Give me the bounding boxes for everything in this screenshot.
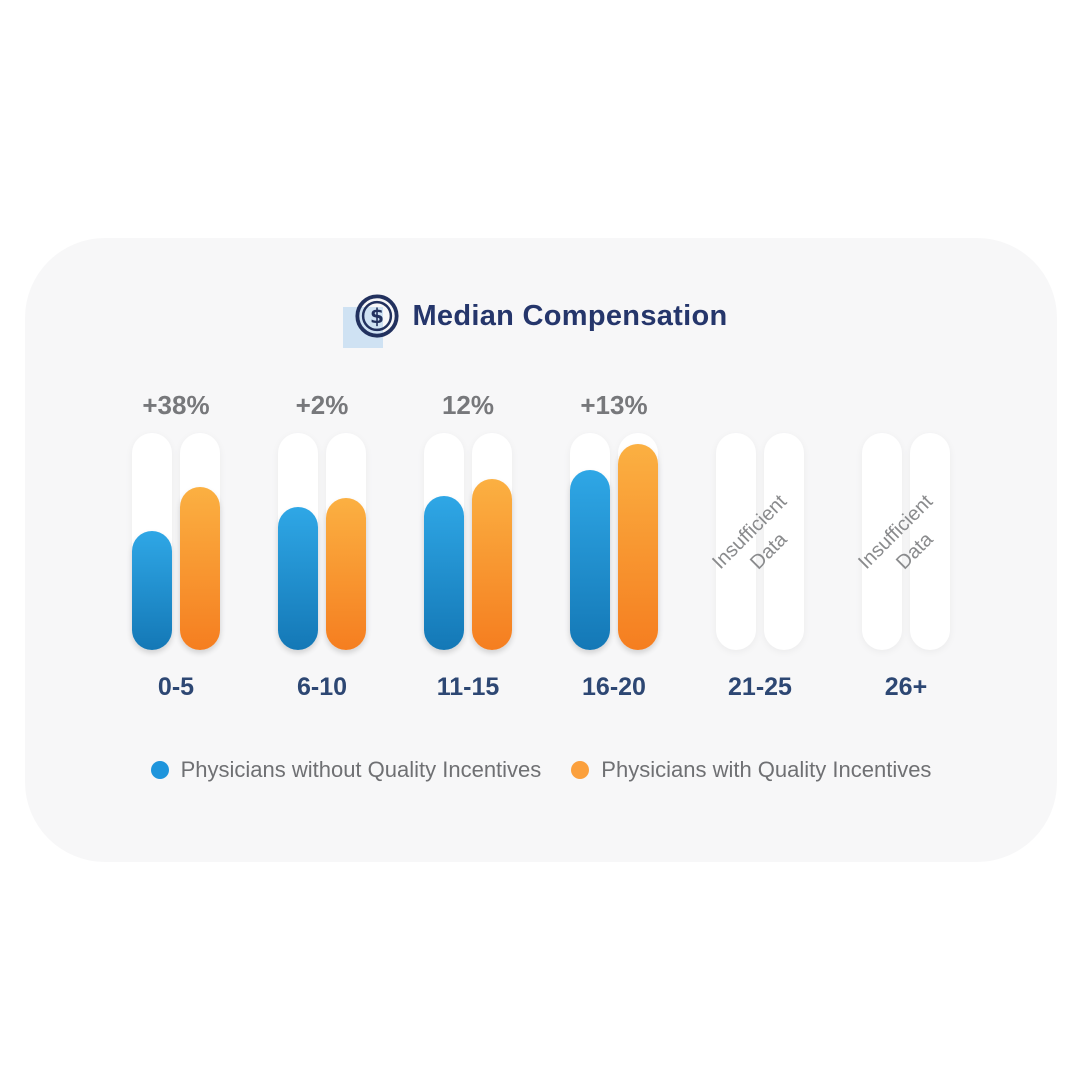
legend-label-without-incentives: Physicians without Quality Incentives: [180, 757, 542, 782]
bar-pair: [278, 433, 366, 650]
bar-group-11-15: 12% 11-15: [421, 390, 515, 702]
bar-fill-orange: [618, 443, 658, 650]
bar-fill-blue: [424, 495, 464, 650]
bar-pair: Insufficient Data: [709, 433, 804, 650]
svg-text:$: $: [370, 304, 384, 328]
category-label: 16-20: [582, 673, 646, 701]
bar-track-orange: [618, 433, 658, 650]
bar-track-blue: [424, 433, 464, 650]
bar-fill-orange: [472, 478, 512, 650]
bar-track-orange: [472, 433, 512, 650]
bar-fill-orange: [180, 487, 220, 650]
bar-track-orange: [764, 433, 804, 650]
chart-card: $ Median Compensation +38% 0-5 +2% 6-10 12% 1…: [25, 238, 1057, 862]
bar-track-blue: [278, 433, 318, 650]
bar-fill-orange: [326, 498, 366, 650]
bar-group-16-20: +13% 16-20: [567, 390, 661, 702]
delta-label: +2%: [295, 390, 349, 420]
delta-label: 12%: [441, 390, 495, 420]
legend-label-with-incentives: Physicians with Quality Incentives: [601, 757, 932, 782]
bar-track-orange: [326, 433, 366, 650]
bar-group-21-25: Insufficient Data 21-25: [709, 390, 807, 702]
chart-title: Median Compensation: [412, 299, 728, 332]
bar-track-orange: [180, 433, 220, 650]
category-label: 0-5: [157, 673, 195, 701]
legend-item-without-incentives: Physicians without Quality Incentives: [150, 757, 542, 783]
category-label: 21-25: [728, 673, 792, 701]
legend-dot-orange: [571, 761, 590, 779]
bar-pair: [424, 433, 512, 650]
bar-track-blue: [862, 433, 902, 650]
bar-pair: Insufficient Data: [855, 433, 950, 650]
bar-pair: [132, 433, 220, 650]
legend-item-with-incentives: Physicians with Quality Incentives: [571, 757, 931, 783]
bar-fill-blue: [132, 530, 172, 650]
bar-fill-blue: [570, 469, 610, 650]
bar-track-blue: [570, 433, 610, 650]
category-label: 6-10: [296, 673, 348, 701]
dollar-coin-glyph: $: [355, 294, 400, 338]
bar-pair: [570, 433, 658, 650]
legend-dot-blue: [150, 761, 169, 779]
bar-fill-blue: [278, 506, 318, 650]
bar-track-blue: [716, 433, 756, 650]
bar-track-orange: [910, 433, 950, 650]
delta-label: +38%: [142, 390, 210, 420]
category-label: 26+: [884, 673, 928, 701]
bar-groups: +38% 0-5 +2% 6-10 12% 11-15 +13% 16-20 Insuffici…: [129, 390, 953, 702]
bar-group-6-10: +2% 6-10: [275, 390, 369, 702]
bar-group-26+: Insufficient Data 26+: [855, 390, 953, 702]
legend: Physicians without Quality Incentives Ph…: [25, 757, 1057, 783]
dollar-coin-icon: $: [343, 293, 400, 348]
title-row: $ Median Compensation: [25, 238, 1057, 348]
bar-track-blue: [132, 433, 172, 650]
bar-group-0-5: +38% 0-5: [129, 390, 223, 702]
delta-label: +13%: [580, 390, 648, 420]
category-label: 11-15: [436, 673, 500, 701]
